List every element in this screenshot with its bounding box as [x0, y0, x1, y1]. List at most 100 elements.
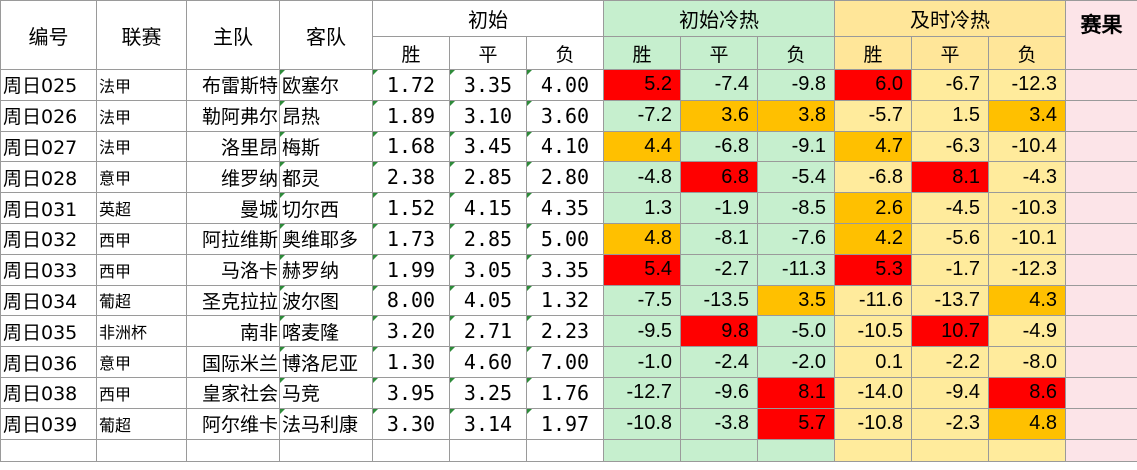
live-cold-win-cell[interactable]: -11.6	[834, 284, 913, 317]
live-cold-draw-cell[interactable]: -13.7	[911, 284, 990, 317]
initial-cold-win-cell[interactable]: -7.5	[603, 284, 682, 317]
header-initial-draw[interactable]: 平	[449, 36, 527, 70]
result-cell[interactable]	[1065, 376, 1137, 409]
initial-cold-draw-cell[interactable]: -6.8	[680, 130, 759, 163]
odds-draw-cell[interactable]: 3.35	[449, 69, 527, 101]
live-cold-win-cell[interactable]: 4.7	[834, 130, 913, 163]
live-cold-draw-cell[interactable]: -9.4	[911, 376, 990, 409]
initial-cold-draw-cell[interactable]: -13.5	[680, 284, 759, 317]
odds-draw-cell[interactable]: 2.85	[449, 222, 527, 255]
live-cold-loss-cell[interactable]: -10.1	[988, 222, 1067, 255]
away-team-cell[interactable]: 切尔西	[279, 192, 373, 224]
empty-cell[interactable]	[0, 438, 97, 462]
live-cold-win-cell[interactable]: -6.8	[834, 161, 913, 194]
odds-draw-cell[interactable]: 4.05	[449, 284, 527, 317]
live-cold-win-cell[interactable]: 5.3	[834, 253, 913, 286]
initial-cold-loss-cell[interactable]: 8.1	[757, 376, 836, 409]
odds-win-cell[interactable]: 1.72	[372, 69, 450, 101]
match-code-cell[interactable]: 周日026	[0, 99, 97, 132]
empty-cell[interactable]	[449, 438, 527, 462]
header-live-cold-win[interactable]: 胜	[834, 36, 913, 70]
odds-win-cell[interactable]: 8.00	[372, 284, 450, 317]
result-cell[interactable]	[1065, 346, 1137, 378]
initial-cold-loss-cell[interactable]: -11.3	[757, 253, 836, 286]
league-cell[interactable]: 西甲	[96, 376, 187, 409]
live-cold-loss-cell[interactable]: 3.4	[988, 99, 1067, 132]
empty-cell[interactable]	[96, 438, 187, 462]
league-cell[interactable]: 非洲杯	[96, 315, 187, 348]
match-code-cell[interactable]: 周日028	[0, 161, 97, 194]
away-team-cell[interactable]: 梅斯	[279, 130, 373, 163]
away-team-cell[interactable]: 博洛尼亚	[279, 346, 373, 378]
empty-cell[interactable]	[279, 438, 373, 462]
odds-loss-cell[interactable]: 1.32	[525, 284, 605, 317]
result-cell[interactable]	[1065, 192, 1137, 224]
header-initial-win[interactable]: 胜	[372, 36, 450, 70]
away-team-cell[interactable]: 波尔图	[279, 284, 373, 317]
match-code-cell[interactable]: 周日027	[0, 130, 97, 163]
initial-cold-loss-cell[interactable]: 5.7	[757, 407, 836, 440]
initial-cold-win-cell[interactable]: -10.8	[603, 407, 682, 440]
match-code-cell[interactable]: 周日036	[0, 346, 97, 378]
initial-cold-win-cell[interactable]: 1.3	[603, 192, 682, 224]
odds-draw-cell[interactable]: 2.85	[449, 161, 527, 194]
initial-cold-draw-cell[interactable]: -1.9	[680, 192, 759, 224]
empty-cell[interactable]	[186, 438, 280, 462]
empty-cell[interactable]	[680, 438, 759, 462]
league-cell[interactable]: 葡超	[96, 284, 187, 317]
live-cold-win-cell[interactable]: 0.1	[834, 346, 913, 378]
match-code-cell[interactable]: 周日025	[0, 69, 97, 101]
initial-cold-draw-cell[interactable]: 3.6	[680, 99, 759, 132]
initial-cold-draw-cell[interactable]: 6.8	[680, 161, 759, 194]
initial-cold-loss-cell[interactable]: -2.0	[757, 346, 836, 378]
initial-cold-draw-cell[interactable]: -2.7	[680, 253, 759, 286]
result-cell[interactable]	[1065, 315, 1137, 348]
live-cold-draw-cell[interactable]: -6.7	[911, 69, 990, 101]
live-cold-loss-cell[interactable]: -10.3	[988, 192, 1067, 224]
odds-draw-cell[interactable]: 4.60	[449, 346, 527, 378]
odds-win-cell[interactable]: 2.38	[372, 161, 450, 194]
odds-win-cell[interactable]: 1.99	[372, 253, 450, 286]
live-cold-draw-cell[interactable]: -4.5	[911, 192, 990, 224]
home-team-cell[interactable]: 南非	[186, 315, 280, 348]
initial-cold-win-cell[interactable]: 5.2	[603, 69, 682, 101]
result-cell[interactable]	[1065, 69, 1137, 101]
initial-cold-loss-cell[interactable]: -5.0	[757, 315, 836, 348]
initial-cold-loss-cell[interactable]: 3.8	[757, 99, 836, 132]
live-cold-loss-cell[interactable]: -12.3	[988, 253, 1067, 286]
initial-cold-draw-cell[interactable]: -7.4	[680, 69, 759, 101]
initial-cold-win-cell[interactable]: -12.7	[603, 376, 682, 409]
odds-draw-cell[interactable]: 3.25	[449, 376, 527, 409]
odds-win-cell[interactable]: 1.73	[372, 222, 450, 255]
away-team-cell[interactable]: 赫罗纳	[279, 253, 373, 286]
result-cell[interactable]	[1065, 284, 1137, 317]
initial-cold-draw-cell[interactable]: -9.6	[680, 376, 759, 409]
odds-win-cell[interactable]: 3.30	[372, 407, 450, 440]
odds-draw-cell[interactable]: 4.15	[449, 192, 527, 224]
away-team-cell[interactable]: 都灵	[279, 161, 373, 194]
home-team-cell[interactable]: 布雷斯特	[186, 69, 280, 101]
initial-cold-win-cell[interactable]: -1.0	[603, 346, 682, 378]
initial-cold-draw-cell[interactable]: -2.4	[680, 346, 759, 378]
home-team-cell[interactable]: 勒阿弗尔	[186, 99, 280, 132]
league-cell[interactable]: 葡超	[96, 407, 187, 440]
header-initial-cold-loss[interactable]: 负	[757, 36, 836, 70]
odds-win-cell[interactable]: 1.68	[372, 130, 450, 163]
odds-loss-cell[interactable]: 2.80	[525, 161, 605, 194]
match-code-cell[interactable]: 周日033	[0, 253, 97, 286]
match-code-cell[interactable]: 周日039	[0, 407, 97, 440]
live-cold-loss-cell[interactable]: 4.8	[988, 407, 1067, 440]
header-initial[interactable]: 初始	[371, 0, 605, 37]
empty-cell[interactable]	[988, 438, 1067, 462]
header-initial-cold-draw[interactable]: 平	[680, 36, 759, 70]
empty-cell[interactable]	[1065, 438, 1137, 462]
league-cell[interactable]: 法甲	[96, 99, 187, 132]
initial-cold-loss-cell[interactable]: -5.4	[757, 161, 836, 194]
live-cold-draw-cell[interactable]: -6.3	[911, 130, 990, 163]
header-initial-loss[interactable]: 负	[525, 36, 605, 70]
odds-loss-cell[interactable]: 2.23	[525, 315, 605, 348]
odds-loss-cell[interactable]: 1.76	[525, 376, 605, 409]
result-cell[interactable]	[1065, 99, 1137, 132]
odds-win-cell[interactable]: 1.30	[372, 346, 450, 378]
league-cell[interactable]: 英超	[96, 192, 187, 224]
